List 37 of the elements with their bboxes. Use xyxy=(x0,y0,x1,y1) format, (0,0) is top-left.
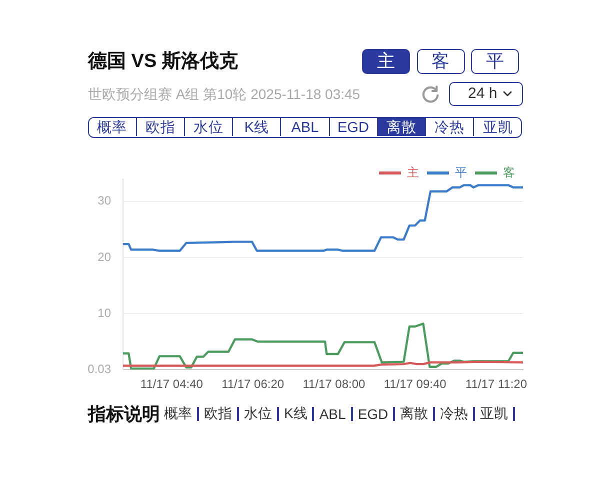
legend-label: 客 xyxy=(503,165,515,180)
x-tick-label: 11/17 06:20 xyxy=(222,377,284,392)
text: 欧指 xyxy=(145,120,176,136)
text: 平 xyxy=(486,51,504,71)
text: ABL xyxy=(319,406,346,422)
text: EGD xyxy=(338,120,369,136)
chart-title: 德国 VS 斯洛伐克 xyxy=(88,51,238,72)
text: 亚凯 xyxy=(480,405,508,423)
text: K线 xyxy=(284,405,308,423)
text: EGD xyxy=(358,406,388,422)
text: 24 h xyxy=(468,85,498,102)
text: ABL xyxy=(291,120,319,136)
legend-label: 主 xyxy=(407,165,419,180)
text: K线 xyxy=(244,120,270,136)
text: 水位 xyxy=(244,405,272,423)
x-tick-label: 11/17 08:00 xyxy=(302,377,366,392)
text: 客 xyxy=(432,51,450,71)
text: 概率 xyxy=(164,405,192,423)
text: 离散 xyxy=(386,120,416,136)
text: 冷热 xyxy=(434,120,465,136)
text: 概率 xyxy=(97,120,128,136)
text: 离散 xyxy=(400,405,428,423)
y-tick-label: 10 xyxy=(98,306,112,320)
x-tick-label: 11/17 09:40 xyxy=(384,377,447,392)
text: 欧指 xyxy=(204,405,232,423)
text: 指标说明 xyxy=(88,403,160,426)
text: 水位 xyxy=(194,120,224,136)
x-tick-label: 11/17 04:40 xyxy=(140,377,204,392)
text: 冷热 xyxy=(440,405,468,423)
text: 亚凯 xyxy=(482,120,513,136)
text: 主 xyxy=(377,51,395,71)
x-tick-label: 11/17 11:20 xyxy=(465,377,528,392)
legend-label: 平 xyxy=(455,165,467,180)
chart-subtitle: 世欧预分组赛 A组 第10轮 2025-11-18 03:45 xyxy=(88,86,360,102)
y-tick-label: 30 xyxy=(98,194,112,208)
y-tick-label: 20 xyxy=(98,250,112,264)
y-tick-label: 0.03 xyxy=(88,362,112,376)
